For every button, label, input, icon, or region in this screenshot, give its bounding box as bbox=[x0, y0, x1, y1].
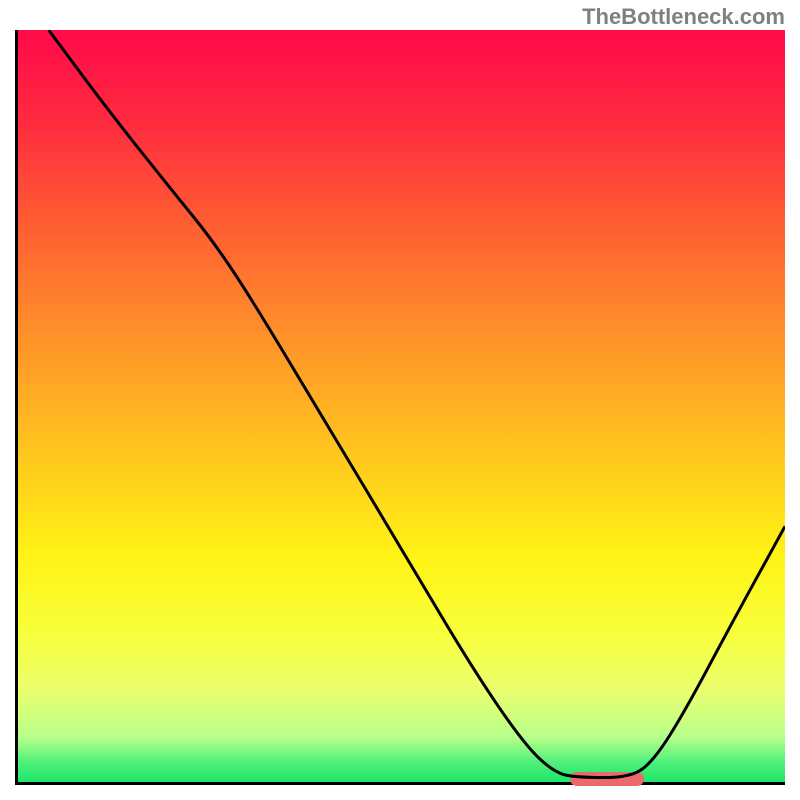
bottleneck-curve bbox=[18, 30, 785, 782]
chart-container: TheBottleneck.com bbox=[0, 0, 800, 800]
plot-area bbox=[15, 30, 785, 785]
watermark-text: TheBottleneck.com bbox=[582, 4, 785, 30]
